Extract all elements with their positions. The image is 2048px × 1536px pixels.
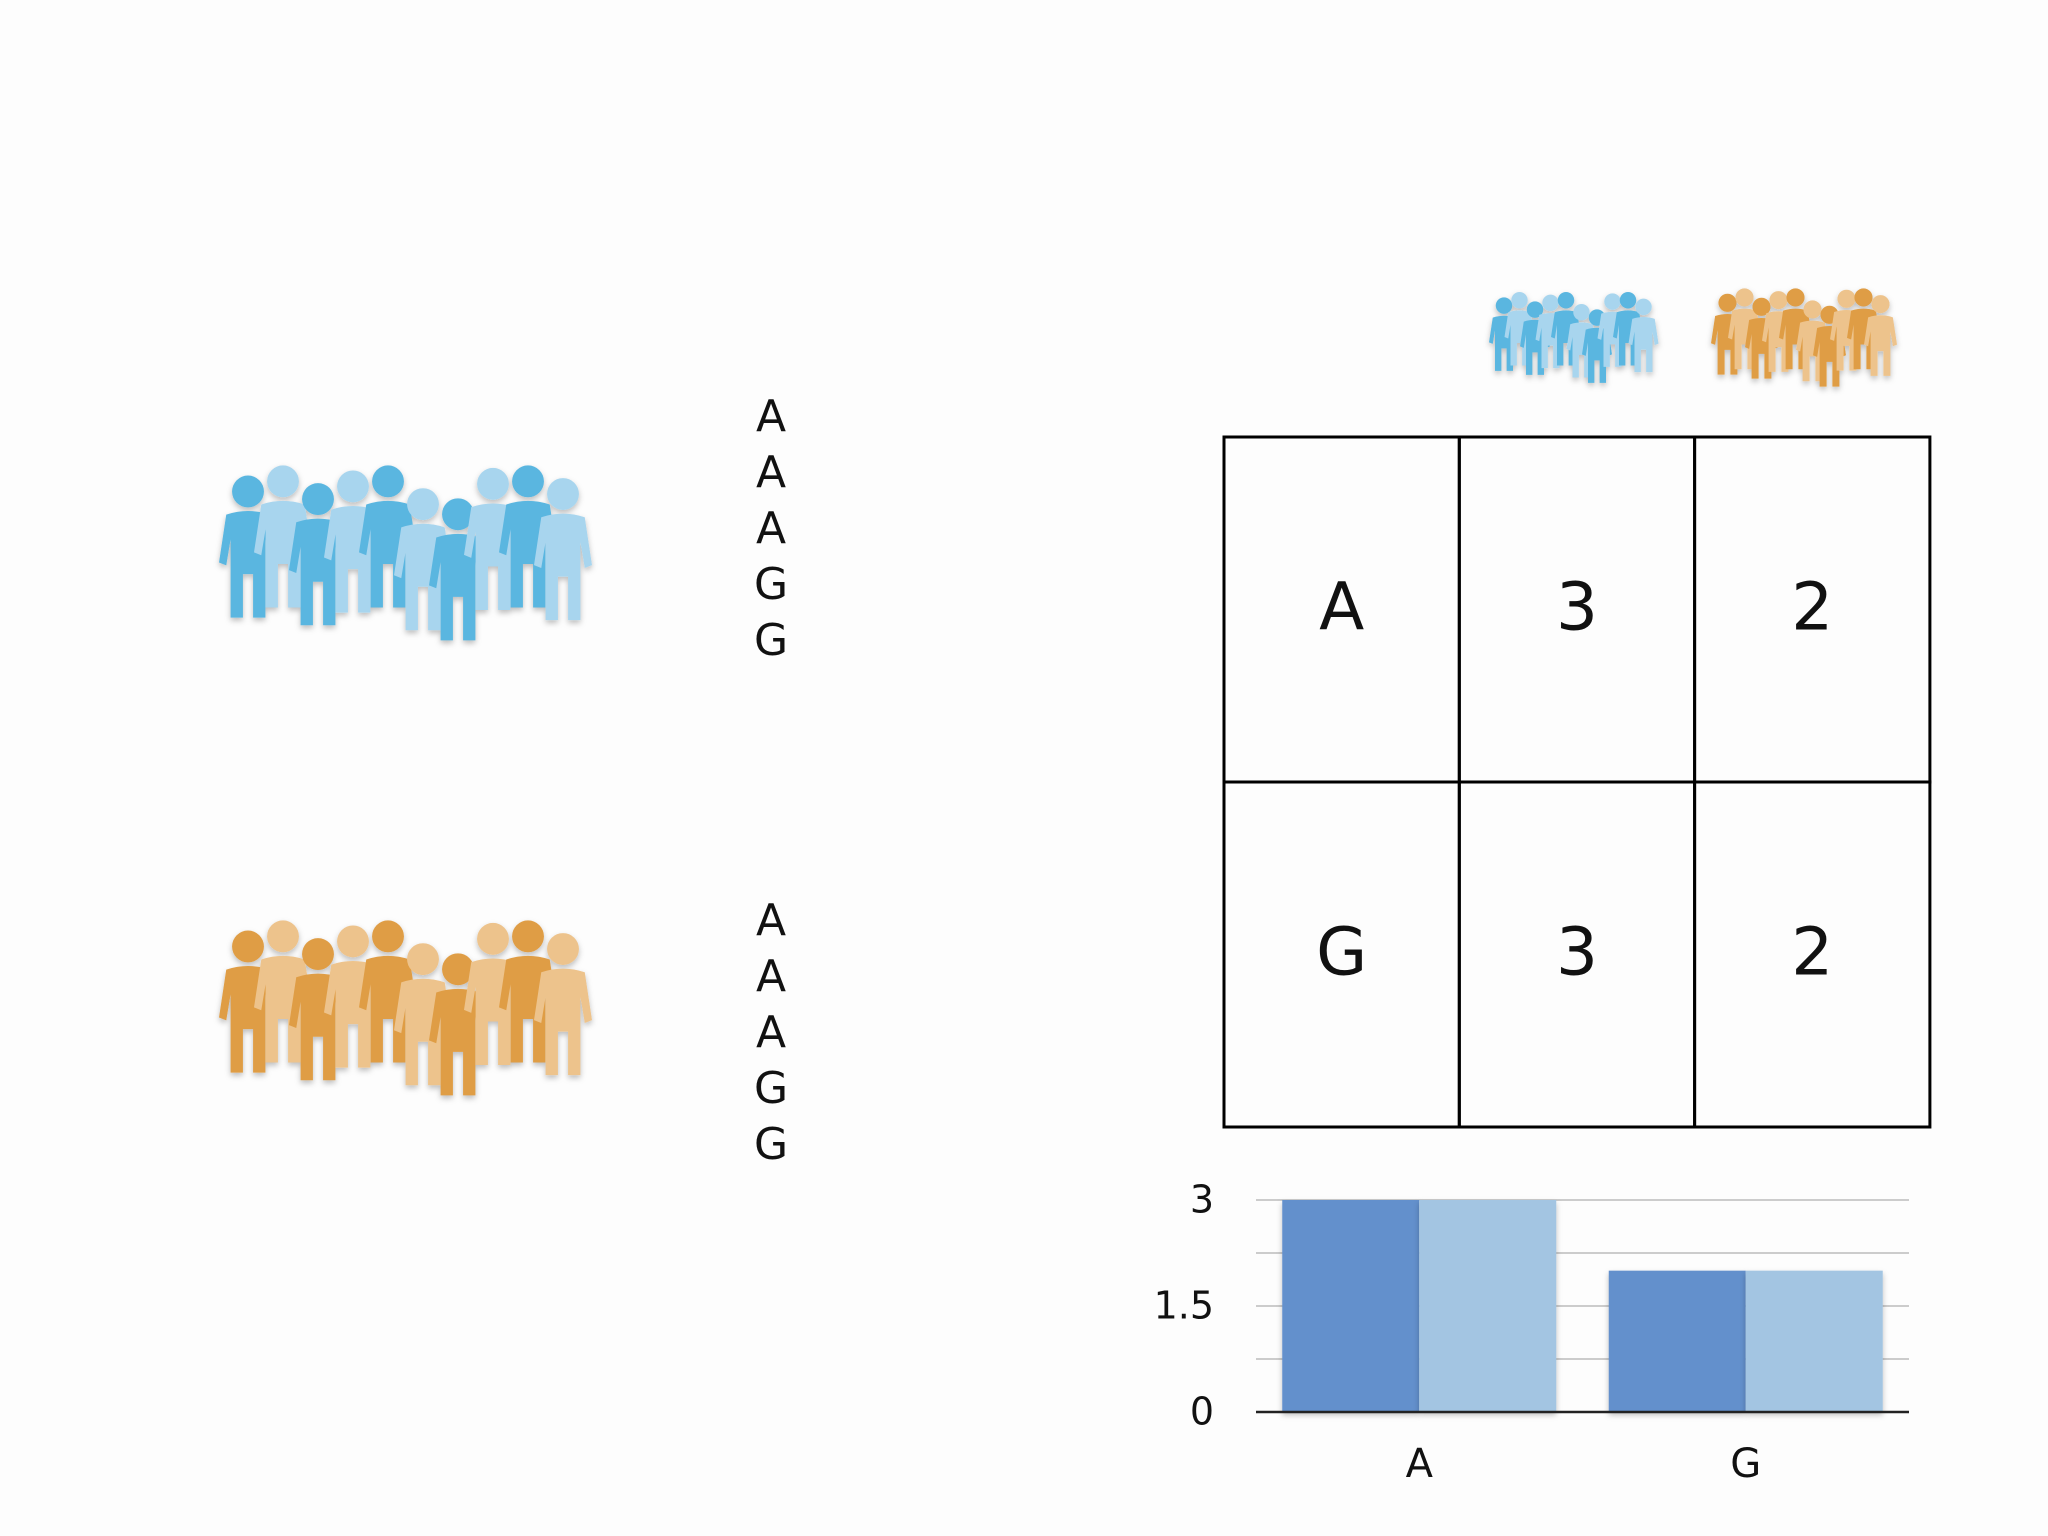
cell-text: G	[1316, 914, 1367, 991]
people-group	[1711, 288, 1897, 387]
people-group	[219, 920, 592, 1096]
cell-text: 2	[1791, 569, 1833, 646]
sequence-letter: G	[754, 1063, 788, 1114]
sequence-letter: A	[756, 503, 786, 554]
y-tick-label: 3	[1190, 1178, 1214, 1222]
x-tick-label: G	[1730, 1441, 1761, 1487]
sequence-letter: G	[754, 1119, 788, 1170]
sequence-letter: A	[756, 391, 786, 442]
bar	[1608, 1270, 1746, 1412]
cell-text: 2	[1791, 914, 1833, 991]
bar	[1745, 1270, 1883, 1412]
cell-text: 3	[1556, 914, 1598, 991]
sequence-letter: G	[754, 615, 788, 666]
bar	[1419, 1200, 1557, 1412]
y-tick-label: 0	[1190, 1390, 1214, 1434]
y-tick-label: 1.5	[1154, 1284, 1214, 1328]
people-group	[1489, 292, 1659, 383]
bar-chart: 0 1.5 3 A G	[1154, 1178, 1909, 1487]
sequence-letter: A	[756, 895, 786, 946]
sequence-letter: G	[754, 559, 788, 610]
x-tick-label: A	[1406, 1441, 1434, 1487]
sequence-letter: A	[756, 951, 786, 1002]
cell-text: A	[1319, 569, 1364, 646]
bar	[1282, 1200, 1420, 1412]
people-group	[219, 465, 592, 641]
people-icons	[219, 288, 1897, 1096]
sequence-letter: A	[756, 447, 786, 498]
table-cell	[1693, 780, 1932, 1129]
sequence-letter: A	[756, 1007, 786, 1058]
count-table: A 3 2 G 3 2	[1222, 435, 1932, 1129]
cell-text: 3	[1556, 569, 1598, 646]
